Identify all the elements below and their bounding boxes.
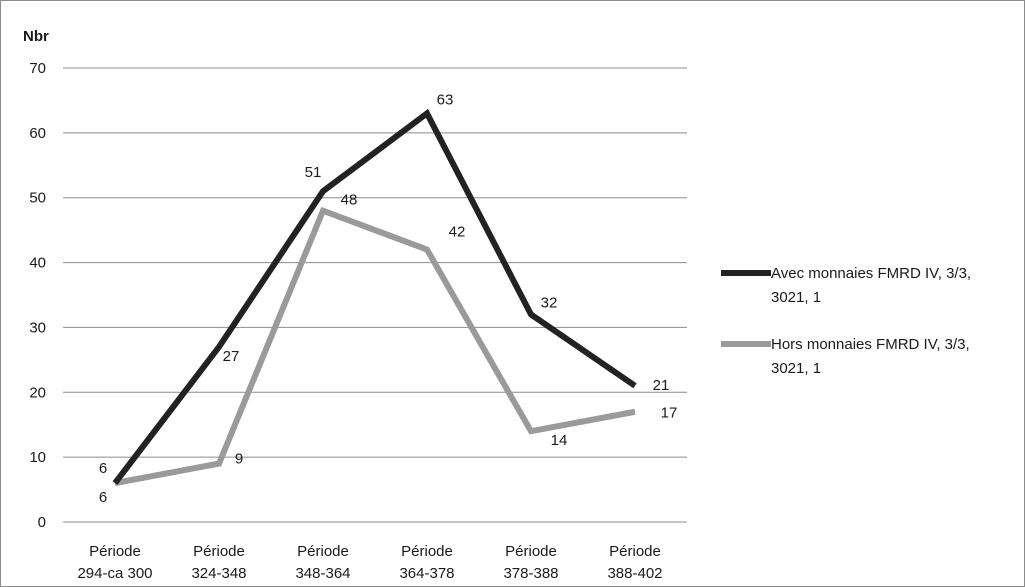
data-label: 32 xyxy=(541,294,558,311)
data-label: 6 xyxy=(99,460,107,477)
x-tick-label: Période 294-ca 300 xyxy=(77,543,152,582)
y-tick-label: 30 xyxy=(29,319,46,336)
x-tick-label: Période 364-378 xyxy=(399,543,454,582)
series-line-2 xyxy=(114,206,636,487)
data-label: 17 xyxy=(661,405,678,422)
y-tick-label: 10 xyxy=(29,449,46,466)
y-axis-label: Nbr xyxy=(23,28,49,45)
data-label: 6 xyxy=(99,489,107,506)
y-tick-label: 40 xyxy=(29,255,46,272)
data-label: 14 xyxy=(551,432,568,449)
legend-label: Hors monnaies FMRD IV, 3/3, 3021, 1 xyxy=(771,336,970,377)
y-tick-labels: 0 10 20 30 40 50 60 70 xyxy=(29,60,46,531)
data-label: 42 xyxy=(449,224,466,241)
series-lines xyxy=(112,108,637,487)
x-tick-label: Période 348-364 xyxy=(295,543,350,582)
legend-label: Avec monnaies FMRD IV, 3/3, 3021, 1 xyxy=(771,265,971,306)
y-tick-label: 0 xyxy=(38,514,46,531)
data-label: 48 xyxy=(341,192,358,209)
y-tick-label: 70 xyxy=(29,60,46,77)
data-label: 9 xyxy=(235,451,243,468)
legend: Avec monnaies FMRD IV, 3/3, 3021, 1 Hors m… xyxy=(721,265,971,377)
data-label: 63 xyxy=(437,91,454,108)
gridlines xyxy=(63,67,687,523)
y-tick-label: 60 xyxy=(29,125,46,142)
x-tick-labels: Période 294-ca 300 Période 324-348 Période 34… xyxy=(77,543,662,582)
x-tick-label: Période 324-348 xyxy=(191,543,246,582)
data-labels: 6 27 51 63 32 21 6 9 48 42 14 17 xyxy=(99,91,678,506)
data-label: 27 xyxy=(223,348,240,365)
x-tick-label: Période 378-388 xyxy=(503,543,558,582)
series-line-1 xyxy=(112,108,637,485)
data-label: 21 xyxy=(653,377,670,394)
data-label: 51 xyxy=(305,164,322,181)
y-tick-label: 50 xyxy=(29,190,46,207)
x-tick-label: Période 388-402 xyxy=(607,543,662,582)
y-tick-label: 20 xyxy=(29,384,46,401)
